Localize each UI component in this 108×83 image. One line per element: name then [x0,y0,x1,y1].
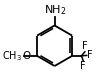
Text: CH$_3$: CH$_3$ [2,49,22,63]
Text: O: O [22,51,30,61]
Text: F: F [82,41,88,51]
Text: F: F [80,61,86,71]
Text: F: F [87,50,93,60]
Text: NH$_2$: NH$_2$ [44,3,66,17]
